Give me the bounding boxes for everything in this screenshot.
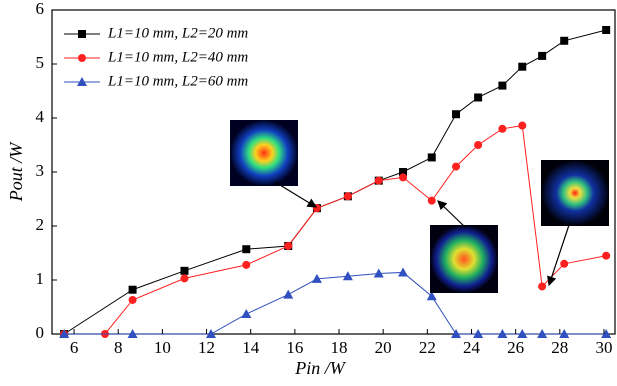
series-line xyxy=(64,126,606,334)
marker xyxy=(399,173,407,181)
x-axis-label: Pin /W xyxy=(294,358,346,378)
marker xyxy=(474,141,482,149)
marker xyxy=(538,52,546,60)
marker xyxy=(398,267,408,276)
marker xyxy=(428,153,436,161)
beam-image xyxy=(230,120,298,186)
y-tick-label: 4 xyxy=(36,107,45,126)
x-tick-label: 22 xyxy=(419,338,436,357)
marker xyxy=(242,261,250,269)
marker xyxy=(518,122,526,130)
marker xyxy=(602,26,610,34)
y-axis-label: Pout /W xyxy=(6,141,26,202)
marker xyxy=(560,260,568,268)
marker xyxy=(180,274,188,282)
marker xyxy=(452,110,460,118)
marker xyxy=(602,252,610,260)
x-tick-label: 18 xyxy=(331,338,348,357)
beam-image xyxy=(541,160,609,226)
legend-marker xyxy=(78,54,86,62)
insets xyxy=(230,120,609,293)
marker xyxy=(518,63,526,71)
marker xyxy=(284,242,292,250)
y-tick-label: 2 xyxy=(36,215,45,234)
x-tick-label: 14 xyxy=(242,338,260,357)
x-tick-label: 20 xyxy=(375,338,392,357)
x-tick-label: 6 xyxy=(70,338,79,357)
x-tick-label: 10 xyxy=(154,338,171,357)
y-tick-label: 0 xyxy=(36,323,45,342)
chart: Pin /W Pout /W 6810121416182022242628300… xyxy=(0,0,617,386)
y-tick-label: 1 xyxy=(36,269,45,288)
marker xyxy=(242,245,250,253)
x-tick-label: 16 xyxy=(286,338,303,357)
marker xyxy=(375,177,383,185)
legend-label: L1=10 mm, L2=20 mm xyxy=(107,25,248,41)
arrow xyxy=(549,222,570,285)
y-tick-label: 3 xyxy=(36,161,45,180)
arrow xyxy=(438,201,466,228)
marker xyxy=(344,192,352,200)
beam-image xyxy=(430,225,498,293)
marker xyxy=(428,197,436,205)
marker xyxy=(498,82,506,90)
y-tick-label: 6 xyxy=(36,0,45,18)
x-tick-label: 28 xyxy=(551,338,568,357)
marker xyxy=(283,290,293,299)
x-tick-label: 8 xyxy=(114,338,123,357)
x-tick-label: 30 xyxy=(595,338,612,357)
marker xyxy=(498,125,506,133)
marker xyxy=(129,286,137,294)
y-tick-label: 5 xyxy=(36,53,45,72)
marker xyxy=(538,282,546,290)
legend-marker xyxy=(78,30,86,38)
x-tick-label: 26 xyxy=(507,338,524,357)
marker xyxy=(241,309,251,318)
legend-label: L1=10 mm, L2=60 mm xyxy=(107,73,248,89)
x-tick-label: 12 xyxy=(198,338,215,357)
marker xyxy=(180,267,188,275)
marker xyxy=(474,93,482,101)
legend-label: L1=10 mm, L2=40 mm xyxy=(107,49,248,65)
x-tick-label: 24 xyxy=(463,338,481,357)
marker xyxy=(452,163,460,171)
marker xyxy=(129,296,137,304)
marker xyxy=(560,37,568,45)
series-line xyxy=(64,272,606,334)
